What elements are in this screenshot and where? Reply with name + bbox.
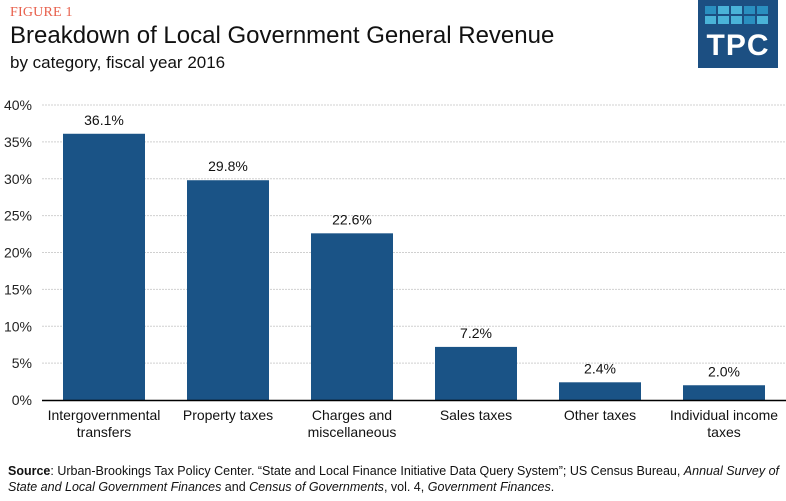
data-label: 29.8%	[208, 158, 248, 174]
tpc-logo: TPC	[698, 0, 778, 68]
data-label: 7.2%	[460, 325, 492, 341]
y-tick-label: 40%	[4, 97, 32, 113]
bar	[187, 180, 269, 400]
source-part: Government Finances	[427, 480, 551, 494]
data-label: 2.4%	[584, 360, 616, 376]
y-tick-label: 20%	[4, 245, 32, 261]
category-label: Other taxes	[564, 407, 636, 423]
figure-label: FIGURE 1	[10, 5, 73, 20]
y-tick-label: 10%	[4, 318, 32, 334]
source-part: : Urban-Brookings Tax Policy Center. “St…	[50, 464, 684, 478]
bar	[683, 385, 765, 400]
source-label: Source	[8, 464, 51, 478]
source-part: , vol. 4,	[383, 480, 428, 494]
bar	[63, 133, 145, 400]
gridlines	[42, 104, 786, 364]
y-tick-label: 30%	[4, 171, 32, 187]
source-part: .	[550, 480, 555, 494]
chart-title: Breakdown of Local Government General Re…	[10, 22, 555, 49]
data-label: 2.0%	[708, 363, 740, 379]
data-label: 22.6%	[332, 211, 372, 227]
tpc-logo-text: TPC	[706, 29, 770, 62]
source-part: and	[221, 480, 250, 494]
bar	[559, 382, 641, 400]
category-label: miscellaneous	[308, 424, 397, 440]
y-axis-ticks: 0% 5% 10% 15% 20% 25% 30% 35% 40%	[4, 97, 32, 408]
bars	[63, 133, 765, 400]
y-tick-label: 35%	[4, 134, 32, 150]
bar	[435, 346, 517, 400]
category-label: Charges and	[312, 407, 392, 423]
category-label: Individual income	[670, 407, 778, 423]
source-part: Census of Governments	[249, 480, 384, 494]
y-tick-label: 25%	[4, 208, 32, 224]
category-label: Property taxes	[183, 407, 273, 423]
source-text: : Urban-Brookings Tax Policy Center. “St…	[8, 464, 779, 494]
source-part: Annual Survey of State and Local Governm…	[8, 464, 779, 494]
tpc-grid-logo-icon	[705, 6, 768, 24]
chart-subtitle: by category, fiscal year 2016	[10, 53, 226, 72]
y-tick-label: 0%	[12, 392, 32, 408]
category-label: Sales taxes	[440, 407, 512, 423]
y-tick-label: 5%	[12, 355, 32, 371]
bar	[311, 233, 393, 400]
data-labels: 36.1% 29.8% 22.6% 7.2% 2.4% 2.0%	[84, 112, 740, 379]
category-label: transfers	[77, 424, 131, 440]
category-label: Intergovernmental	[48, 407, 161, 423]
data-label: 36.1%	[84, 112, 124, 128]
category-label: taxes	[707, 424, 740, 440]
y-tick-label: 15%	[4, 281, 32, 297]
source-note: Source: Urban-Brookings Tax Policy Cente…	[8, 463, 784, 495]
